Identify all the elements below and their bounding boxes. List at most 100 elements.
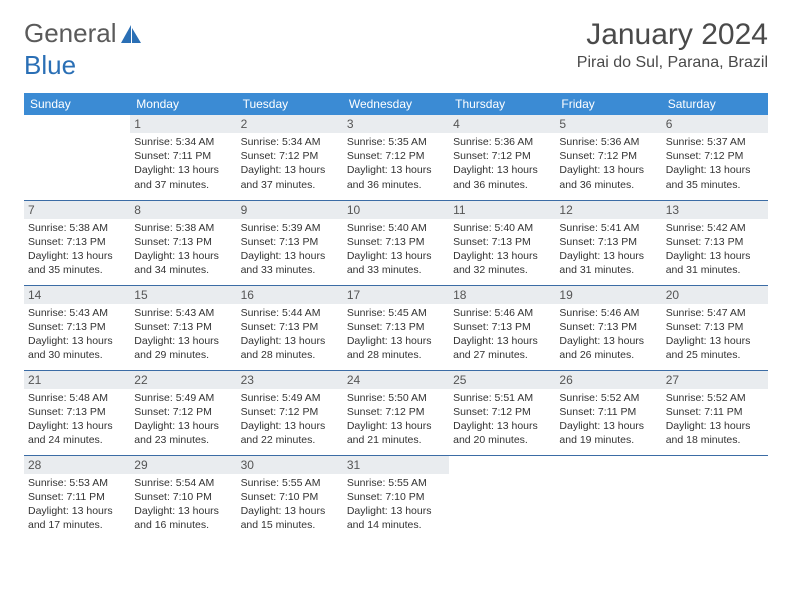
calendar-cell xyxy=(449,455,555,540)
page: General January 2024 Pirai do Sul, Paran… xyxy=(24,18,768,540)
daylight-text: and 24 minutes. xyxy=(28,433,126,447)
sunrise-text: Sunrise: 5:40 AM xyxy=(453,221,551,235)
calendar-cell: 30Sunrise: 5:55 AMSunset: 7:10 PMDayligh… xyxy=(237,455,343,540)
sunset-text: Sunset: 7:13 PM xyxy=(28,235,126,249)
daylight-text: and 22 minutes. xyxy=(241,433,339,447)
sunrise-text: Sunrise: 5:34 AM xyxy=(134,135,232,149)
day-info: Sunrise: 5:52 AMSunset: 7:11 PMDaylight:… xyxy=(559,391,657,448)
day-number: 21 xyxy=(24,371,130,389)
day-number: 16 xyxy=(237,286,343,304)
day-number: 1 xyxy=(130,115,236,133)
sunrise-text: Sunrise: 5:43 AM xyxy=(28,306,126,320)
sunset-text: Sunset: 7:10 PM xyxy=(347,490,445,504)
day-info: Sunrise: 5:37 AMSunset: 7:12 PMDaylight:… xyxy=(666,135,764,192)
sunset-text: Sunset: 7:11 PM xyxy=(559,405,657,419)
calendar-week-row: 1Sunrise: 5:34 AMSunset: 7:11 PMDaylight… xyxy=(24,115,768,200)
sunset-text: Sunset: 7:11 PM xyxy=(666,405,764,419)
sunset-text: Sunset: 7:13 PM xyxy=(453,320,551,334)
day-info: Sunrise: 5:44 AMSunset: 7:13 PMDaylight:… xyxy=(241,306,339,363)
daylight-text: Daylight: 13 hours xyxy=(134,504,232,518)
sunrise-text: Sunrise: 5:40 AM xyxy=(347,221,445,235)
calendar-week-row: 21Sunrise: 5:48 AMSunset: 7:13 PMDayligh… xyxy=(24,370,768,455)
daylight-text: Daylight: 13 hours xyxy=(28,334,126,348)
logo-sail-icon xyxy=(121,25,143,43)
sunset-text: Sunset: 7:12 PM xyxy=(241,149,339,163)
daylight-text: and 16 minutes. xyxy=(134,518,232,532)
daylight-text: Daylight: 13 hours xyxy=(28,504,126,518)
day-number: 6 xyxy=(662,115,768,133)
calendar-cell: 11Sunrise: 5:40 AMSunset: 7:13 PMDayligh… xyxy=(449,200,555,285)
day-number: 9 xyxy=(237,201,343,219)
daylight-text: Daylight: 13 hours xyxy=(666,163,764,177)
calendar-cell: 17Sunrise: 5:45 AMSunset: 7:13 PMDayligh… xyxy=(343,285,449,370)
day-number: 25 xyxy=(449,371,555,389)
daylight-text: Daylight: 13 hours xyxy=(134,163,232,177)
day-info: Sunrise: 5:54 AMSunset: 7:10 PMDaylight:… xyxy=(134,476,232,533)
calendar-cell: 15Sunrise: 5:43 AMSunset: 7:13 PMDayligh… xyxy=(130,285,236,370)
day-info: Sunrise: 5:55 AMSunset: 7:10 PMDaylight:… xyxy=(241,476,339,533)
sunset-text: Sunset: 7:12 PM xyxy=(559,149,657,163)
sunset-text: Sunset: 7:13 PM xyxy=(559,235,657,249)
sunrise-text: Sunrise: 5:38 AM xyxy=(134,221,232,235)
sunrise-text: Sunrise: 5:39 AM xyxy=(241,221,339,235)
calendar-body: 1Sunrise: 5:34 AMSunset: 7:11 PMDaylight… xyxy=(24,115,768,540)
sunset-text: Sunset: 7:11 PM xyxy=(134,149,232,163)
sunrise-text: Sunrise: 5:55 AM xyxy=(241,476,339,490)
day-number: 11 xyxy=(449,201,555,219)
day-number: 22 xyxy=(130,371,236,389)
sunset-text: Sunset: 7:13 PM xyxy=(559,320,657,334)
daylight-text: and 20 minutes. xyxy=(453,433,551,447)
daylight-text: Daylight: 13 hours xyxy=(347,419,445,433)
calendar-cell: 1 Sunrise: 5:34 AMSunset: 7:11 PMDaylight… xyxy=(130,115,236,200)
daylight-text: and 19 minutes. xyxy=(559,433,657,447)
sunrise-text: Sunrise: 5:37 AM xyxy=(666,135,764,149)
sunset-text: Sunset: 7:13 PM xyxy=(347,320,445,334)
day-info: Sunrise: 5:46 AMSunset: 7:13 PMDaylight:… xyxy=(559,306,657,363)
day-number: 17 xyxy=(343,286,449,304)
calendar-week-row: 7Sunrise: 5:38 AMSunset: 7:13 PMDaylight… xyxy=(24,200,768,285)
day-info: Sunrise: 5:55 AMSunset: 7:10 PMDaylight:… xyxy=(347,476,445,533)
day-info: Sunrise: 5:34 AMSunset: 7:12 PMDaylight:… xyxy=(241,135,339,192)
sunrise-text: Sunrise: 5:52 AM xyxy=(666,391,764,405)
daylight-text: Daylight: 13 hours xyxy=(559,334,657,348)
daylight-text: Daylight: 13 hours xyxy=(666,249,764,263)
day-info: Sunrise: 5:51 AMSunset: 7:12 PMDaylight:… xyxy=(453,391,551,448)
daylight-text: Daylight: 13 hours xyxy=(28,249,126,263)
calendar-cell: 13Sunrise: 5:42 AMSunset: 7:13 PMDayligh… xyxy=(662,200,768,285)
daylight-text: and 33 minutes. xyxy=(347,263,445,277)
day-header: Saturday xyxy=(662,93,768,115)
daylight-text: and 37 minutes. xyxy=(134,178,232,192)
daylight-text: and 21 minutes. xyxy=(347,433,445,447)
daylight-text: Daylight: 13 hours xyxy=(453,419,551,433)
daylight-text: and 34 minutes. xyxy=(134,263,232,277)
sunset-text: Sunset: 7:12 PM xyxy=(241,405,339,419)
calendar-cell: 10Sunrise: 5:40 AMSunset: 7:13 PMDayligh… xyxy=(343,200,449,285)
sunrise-text: Sunrise: 5:44 AM xyxy=(241,306,339,320)
day-info: Sunrise: 5:49 AMSunset: 7:12 PMDaylight:… xyxy=(241,391,339,448)
day-info: Sunrise: 5:36 AMSunset: 7:12 PMDaylight:… xyxy=(559,135,657,192)
sunset-text: Sunset: 7:12 PM xyxy=(453,405,551,419)
sunrise-text: Sunrise: 5:35 AM xyxy=(347,135,445,149)
calendar-week-row: 14Sunrise: 5:43 AMSunset: 7:13 PMDayligh… xyxy=(24,285,768,370)
daylight-text: Daylight: 13 hours xyxy=(666,334,764,348)
calendar-cell: 21Sunrise: 5:48 AMSunset: 7:13 PMDayligh… xyxy=(24,370,130,455)
sunrise-text: Sunrise: 5:43 AM xyxy=(134,306,232,320)
sunset-text: Sunset: 7:12 PM xyxy=(134,405,232,419)
daylight-text: and 30 minutes. xyxy=(28,348,126,362)
day-info: Sunrise: 5:41 AMSunset: 7:13 PMDaylight:… xyxy=(559,221,657,278)
sunset-text: Sunset: 7:12 PM xyxy=(666,149,764,163)
sunrise-text: Sunrise: 5:38 AM xyxy=(28,221,126,235)
daylight-text: Daylight: 13 hours xyxy=(559,163,657,177)
day-number: 23 xyxy=(237,371,343,389)
day-info: Sunrise: 5:50 AMSunset: 7:12 PMDaylight:… xyxy=(347,391,445,448)
daylight-text: and 37 minutes. xyxy=(241,178,339,192)
day-number: 29 xyxy=(130,456,236,474)
sunrise-text: Sunrise: 5:48 AM xyxy=(28,391,126,405)
sunset-text: Sunset: 7:13 PM xyxy=(28,320,126,334)
sunset-text: Sunset: 7:13 PM xyxy=(453,235,551,249)
sunset-text: Sunset: 7:13 PM xyxy=(666,320,764,334)
day-number: 24 xyxy=(343,371,449,389)
day-info: Sunrise: 5:43 AMSunset: 7:13 PMDaylight:… xyxy=(28,306,126,363)
calendar-cell: 19Sunrise: 5:46 AMSunset: 7:13 PMDayligh… xyxy=(555,285,661,370)
calendar-cell: 6 Sunrise: 5:37 AMSunset: 7:12 PMDaylight… xyxy=(662,115,768,200)
